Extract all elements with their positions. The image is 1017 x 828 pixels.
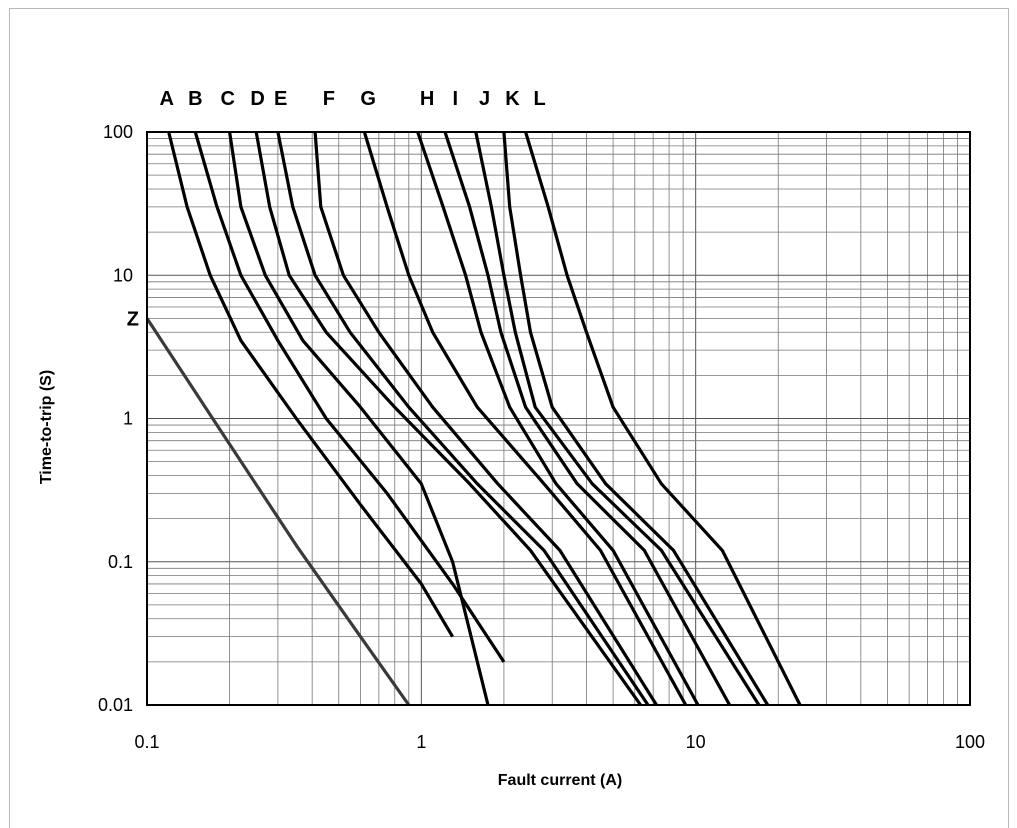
curve-label-k: K [505, 88, 520, 110]
curve-label-d: D [250, 88, 264, 110]
x-tick-labels: 0.1 1 10 100 [134, 732, 985, 752]
y-tick-label: 1 [123, 409, 133, 429]
curve-f [313, 131, 658, 706]
curve-label-g: G [360, 88, 376, 110]
curve-h [416, 131, 700, 706]
x-tick-label: 10 [686, 732, 706, 752]
curve-d [254, 131, 642, 706]
curve-label-z: Z [127, 308, 139, 330]
curve-label-i: I [453, 88, 459, 110]
y-tick-label: 10 [113, 265, 133, 285]
curve-label-f: F [323, 88, 335, 110]
y-tick-labels: 100 10 1 0.1 0.01 [98, 122, 133, 715]
y-tick-label: 0.01 [98, 695, 133, 715]
curve-label-j: J [479, 88, 490, 110]
curve-g [362, 131, 688, 706]
curve-labels: A B C D E F G H I J K L Z [127, 88, 546, 330]
curve-j [474, 131, 761, 706]
y-axis-title: Time-to-trip (S) [38, 370, 55, 484]
curve-label-b: B [188, 88, 202, 110]
curve-a [167, 131, 454, 638]
x-axis-title: Fault current (A) [498, 772, 622, 789]
curve-label-l: L [534, 88, 546, 110]
y-tick-label: 100 [103, 122, 133, 142]
curves [145, 131, 802, 706]
curve-i [443, 131, 732, 706]
curve-c [228, 131, 490, 706]
curve-label-h: H [420, 88, 434, 110]
plot-border [146, 131, 971, 706]
curve-l [524, 131, 802, 706]
x-tick-label: 0.1 [134, 732, 159, 752]
curve-label-e: E [274, 88, 287, 110]
curve-k [502, 131, 770, 706]
x-tick-label: 1 [416, 732, 426, 752]
curve-b [193, 131, 506, 663]
curve-z [145, 317, 411, 706]
curve-e [276, 131, 650, 706]
curve-label-a: A [159, 88, 173, 110]
y-tick-label: 0.1 [108, 552, 133, 572]
x-tick-label: 100 [955, 732, 985, 752]
curve-label-c: C [221, 88, 235, 110]
